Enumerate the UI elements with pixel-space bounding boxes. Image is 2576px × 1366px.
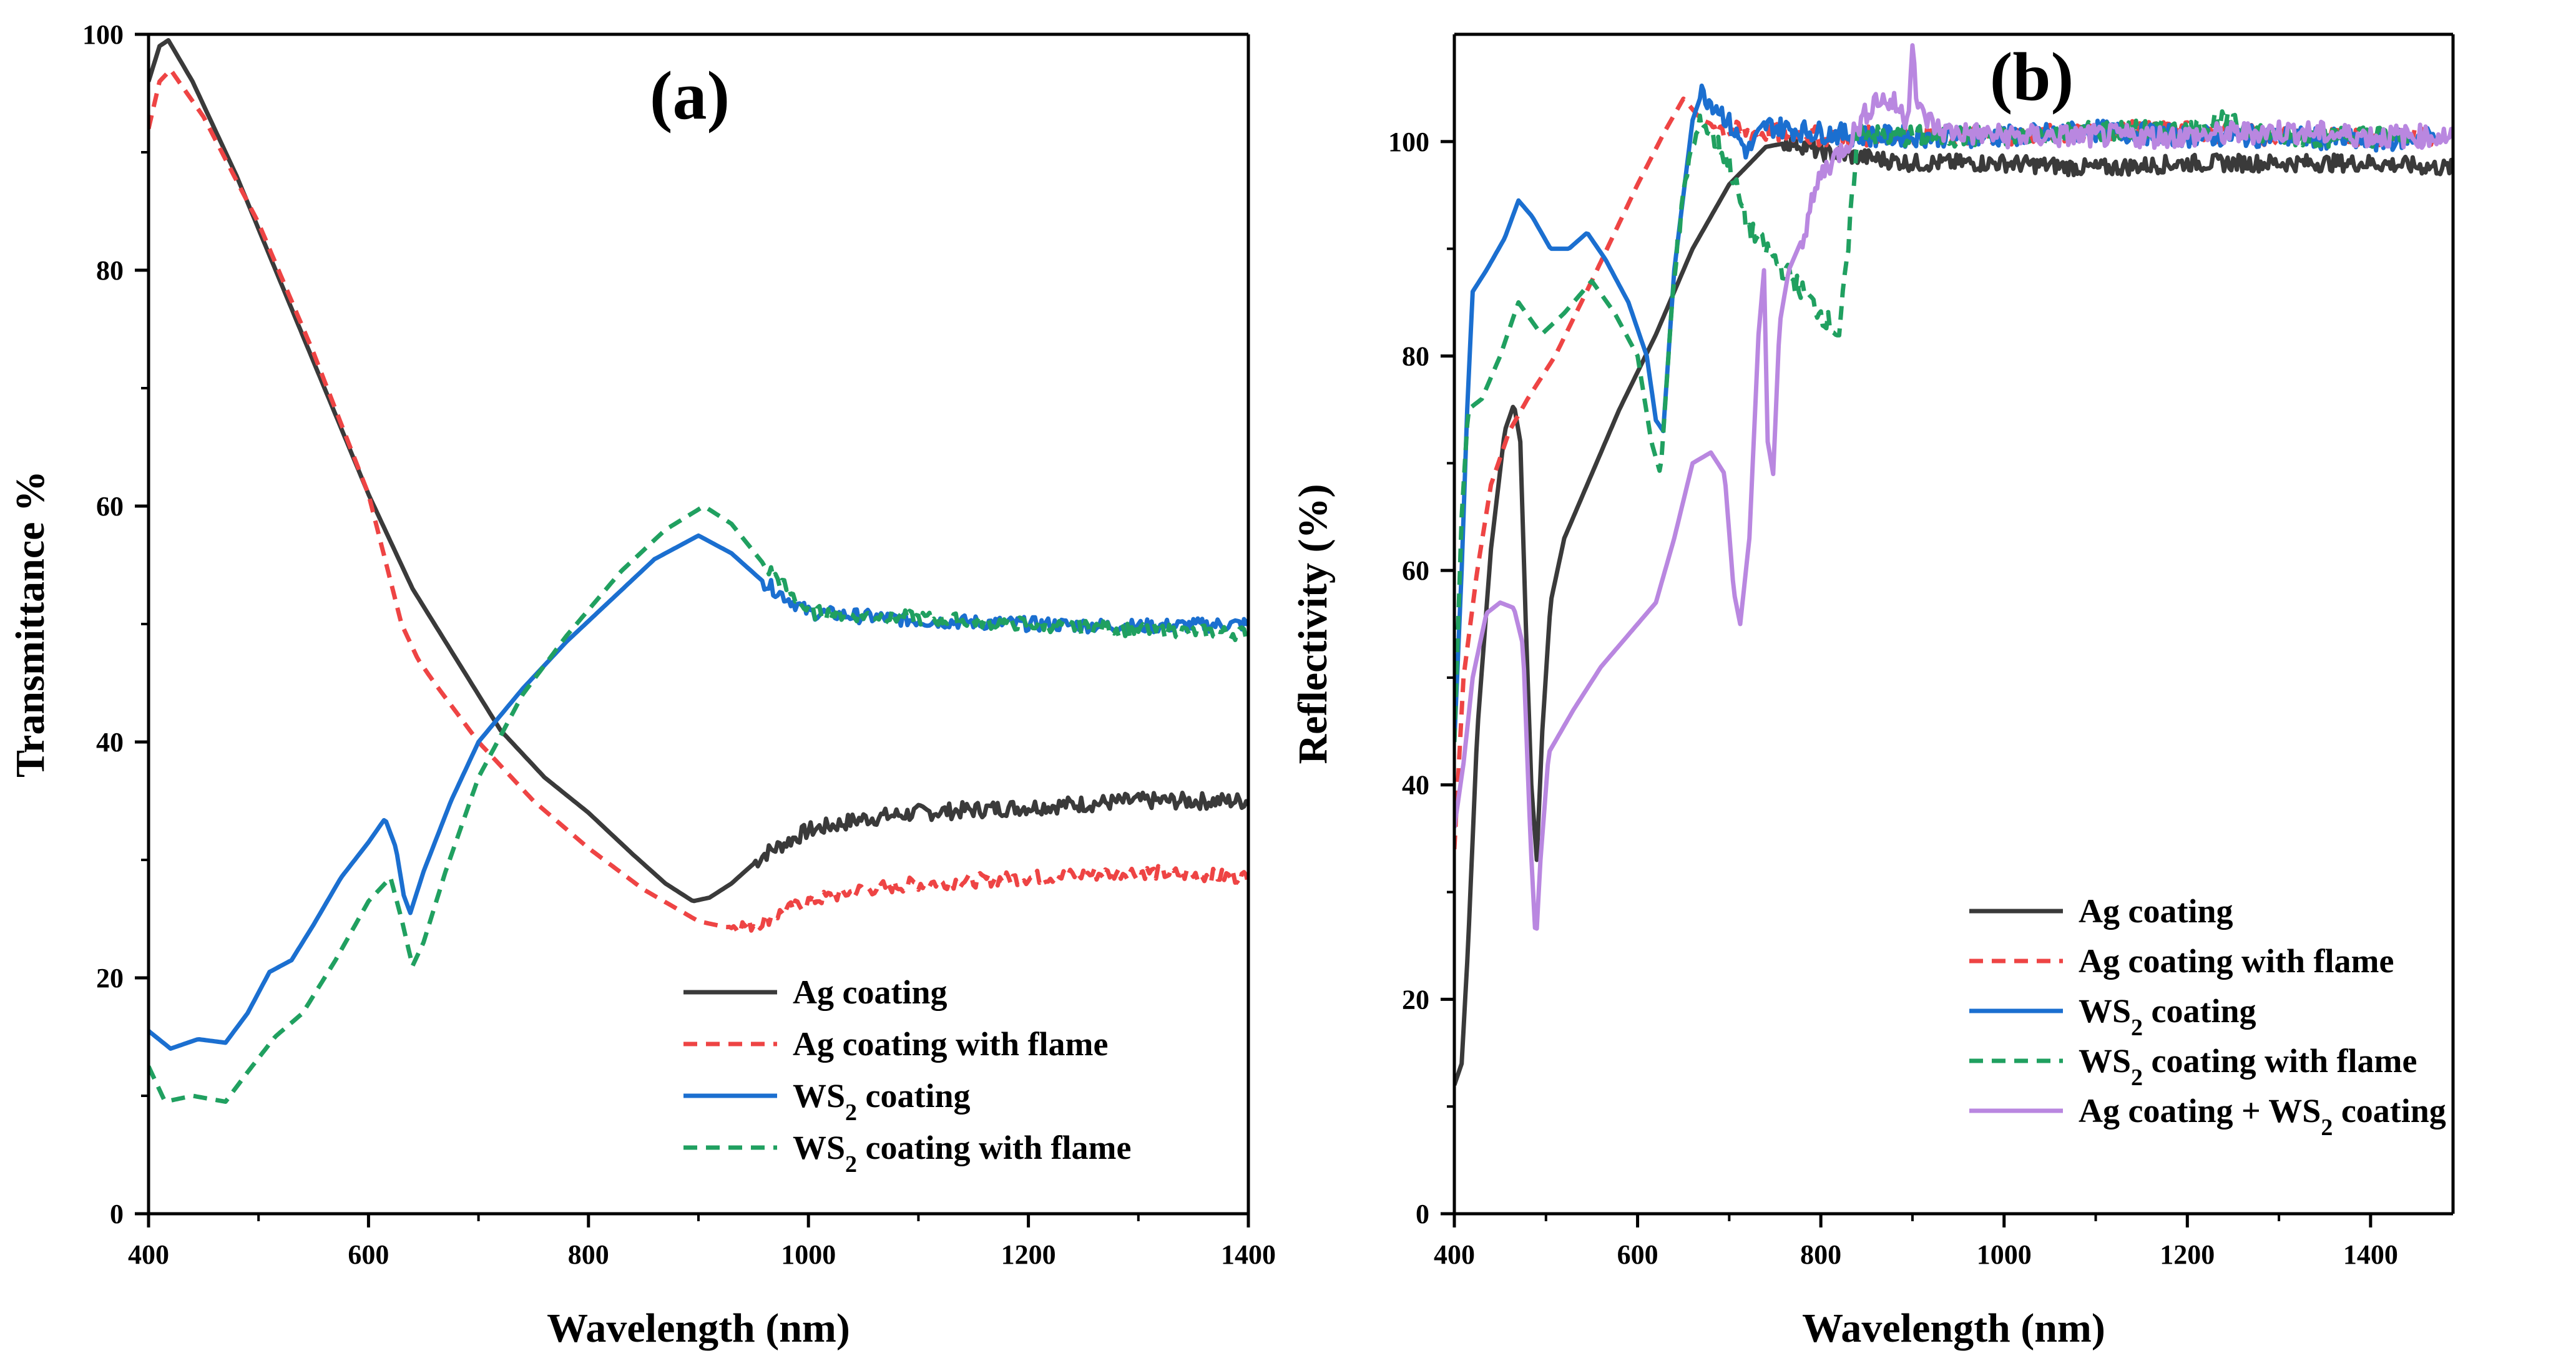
x-tick-label: 1400 — [1221, 1239, 1276, 1270]
series-line-ws2-coating — [149, 533, 1248, 1051]
y-tick-label: 80 — [1402, 341, 1429, 371]
y-tick-label: 60 — [96, 491, 124, 522]
x-tick-label: 1000 — [1977, 1239, 2032, 1270]
y-axis-label: Transmittance % — [7, 471, 53, 778]
series-group — [1454, 43, 2453, 1086]
y-tick-label: 40 — [96, 727, 124, 758]
x-tick-label: 800 — [1800, 1239, 1841, 1270]
y-tick-label: 60 — [1402, 555, 1429, 586]
x-tick-label: 400 — [128, 1239, 169, 1270]
panel-b-reflectivity-chart: 400 600 800 1000 1200 1400 0 20 40 60 80 100 Wavelen… — [1290, 32, 2455, 1351]
legend-label-ag-coating: Ag coating — [793, 973, 947, 1011]
legend-label-ws2-coating-with-flame: WS2 coating with flame — [2079, 1042, 2417, 1091]
series-line-ag-coating — [1454, 132, 2453, 1086]
series-line-ag-coating-ws2-coating — [1454, 43, 2453, 931]
series-line-ws2-coating — [1454, 83, 2437, 743]
x-axis-label: Wavelength (nm) — [547, 1305, 850, 1351]
legend: Ag coating Ag coating with flame WS2 coati… — [683, 973, 1131, 1178]
y-tick-label: 100 — [1388, 127, 1429, 157]
legend-label-ag-coating-with-flame: Ag coating with flame — [793, 1025, 1108, 1063]
legend-label-ag-coating-with-flame: Ag coating with flame — [2079, 942, 2394, 980]
y-axis-label: Reflectivity (%) — [1290, 484, 1336, 764]
x-tick-label: 600 — [1617, 1239, 1658, 1270]
series-line-ag-coating-with-flame — [149, 67, 1248, 935]
legend-label-ws2-coating-with-flame: WS2 coating with flame — [793, 1129, 1131, 1178]
series-group — [149, 38, 1248, 1104]
legend-label-ws2-coating: WS2 coating — [2079, 992, 2256, 1041]
y-tick-label: 100 — [82, 19, 124, 50]
panel-label: (b) — [1990, 39, 2074, 115]
legend: Ag coating Ag coating with flame WS2 coati… — [1969, 892, 2446, 1141]
x-tick-label: 1000 — [781, 1239, 836, 1270]
series-line-ws2-coating-with-flame — [1454, 109, 2410, 743]
series-line-ws2-coating-with-flame — [149, 504, 1248, 1104]
legend-label-ag-coating: Ag coating — [2079, 892, 2233, 930]
y-tick-label: 0 — [1416, 1199, 1429, 1229]
legend-label-ag-coating-ws2-coating: Ag coating + WS2 coating — [2079, 1092, 2446, 1141]
x-tick-label: 800 — [568, 1239, 609, 1270]
y-tick-label: 80 — [96, 255, 124, 286]
x-tick-label: 1400 — [2343, 1239, 2398, 1270]
y-tick-label: 0 — [110, 1199, 124, 1229]
y-tick-label: 20 — [1402, 984, 1429, 1015]
x-axis-label: Wavelength (nm) — [1802, 1305, 2105, 1351]
x-tick-label: 1200 — [1001, 1239, 1056, 1270]
y-tick-label: 20 — [96, 963, 124, 993]
x-tick-label: 400 — [1434, 1239, 1475, 1270]
x-tick-label: 1200 — [2160, 1239, 2215, 1270]
panel-a-transmittance-chart: 400 600 800 1000 1200 1400 0 20 40 60 80 100 Wavelen… — [7, 19, 1276, 1351]
series-line-ag-coating — [149, 38, 1248, 904]
series-line-ag-coating-with-flame — [1454, 96, 2437, 849]
x-tick-label: 600 — [348, 1239, 389, 1270]
panel-label: (a) — [650, 57, 730, 134]
legend-label-ws2-coating: WS2 coating — [793, 1077, 971, 1126]
y-tick-label: 40 — [1402, 770, 1429, 801]
